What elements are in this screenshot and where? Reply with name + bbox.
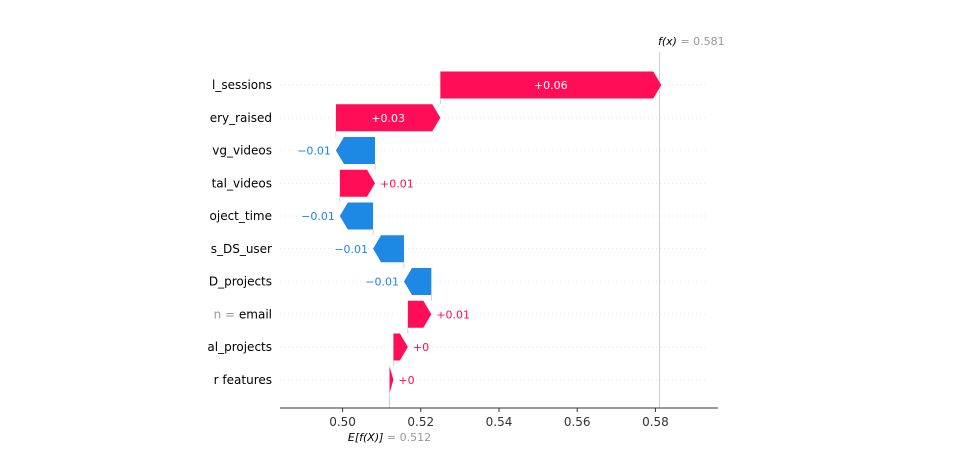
feature-label-prefix: n = — [214, 307, 239, 321]
contribution-bar — [339, 202, 374, 230]
feature-labels: l_sessions ery_raised vg_videos tal_videoso… — [0, 0, 272, 460]
x-tick-label: 0.50 — [329, 415, 356, 429]
contribution-bar — [335, 104, 441, 132]
x-axis: 0.50 0.52 0.54 0.56 0.58 — [280, 407, 718, 429]
contribution-bar — [403, 268, 432, 295]
feature-label: n = email — [214, 307, 272, 321]
output-value-number: = 0.581 — [680, 35, 724, 48]
guide-lines — [335, 52, 660, 408]
feature-label: s_DS_user — [211, 242, 272, 256]
output-value-name: f(x) — [658, 35, 680, 48]
contribution-bar — [335, 137, 376, 164]
bar-value-label: +0.06 — [534, 79, 568, 92]
x-tick-label: 0.58 — [642, 415, 669, 429]
contribution-bar — [389, 366, 394, 394]
contribution-bar — [407, 300, 432, 328]
contribution-bars — [335, 71, 662, 394]
feature-label-value: email — [239, 307, 272, 321]
base-value-name: E[f(X)] — [348, 431, 387, 444]
contribution-bar — [373, 235, 404, 263]
output-value-label: f(x) = 0.581 — [658, 35, 725, 48]
bar-value-label: −0.01 — [365, 276, 399, 289]
bar-value-label: −0.01 — [301, 210, 335, 223]
contribution-bar — [440, 71, 662, 99]
feature-label: ery_raised — [210, 111, 272, 125]
feature-label: r features — [214, 373, 272, 387]
contribution-bar — [339, 169, 376, 197]
base-value-label: E[f(X)] = 0.512 — [348, 431, 431, 444]
feature-label: D_projects — [209, 275, 272, 289]
contribution-bar — [393, 333, 408, 361]
bar-value-label: +0.01 — [436, 308, 470, 321]
bar-value-label: +0.03 — [371, 112, 405, 125]
feature-label: tal_videos — [212, 176, 272, 190]
value-annotations: +0.06 +0.03 −0.01 +0.01 −0.01 −0.01 −0.01 +0.01… — [297, 35, 724, 444]
base-value-number: = 0.512 — [387, 431, 431, 444]
feature-label: oject_time — [210, 209, 272, 223]
x-tick-label: 0.56 — [564, 415, 591, 429]
x-tick-label: 0.52 — [407, 415, 434, 429]
bar-value-label: −0.01 — [297, 145, 331, 158]
feature-label: al_projects — [207, 340, 272, 354]
label-clip-mask — [0, 0, 196, 460]
bar-value-label: +0 — [398, 374, 414, 387]
feature-label: l_sessions — [212, 78, 272, 92]
bar-value-label: +0 — [413, 341, 429, 354]
feature-label: vg_videos — [212, 144, 272, 158]
bar-value-label: +0.01 — [380, 177, 414, 190]
bar-value-label: −0.01 — [334, 243, 368, 256]
x-tick-label: 0.54 — [486, 415, 513, 429]
